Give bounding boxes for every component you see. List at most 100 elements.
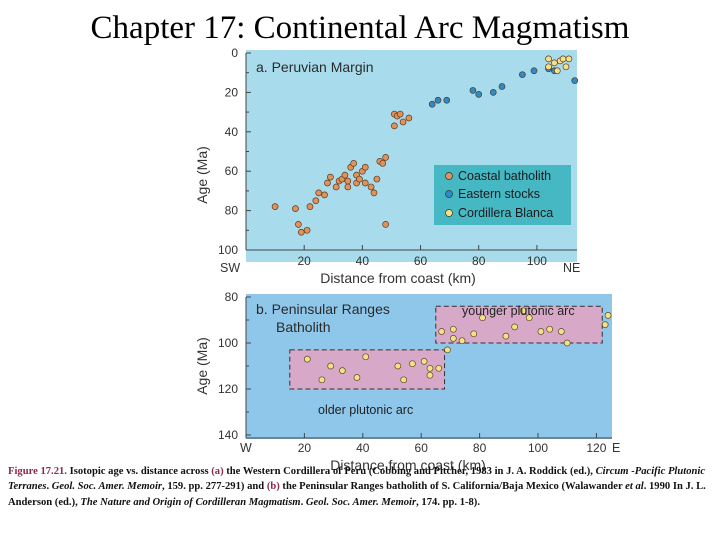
coastal-batholith-point xyxy=(396,110,404,118)
younger-arc-label: younger plutonic arc xyxy=(462,304,575,318)
peninsular-ranges-point xyxy=(409,360,416,368)
slide-title: Chapter 17: Continental Arc Magmatism xyxy=(90,10,630,46)
younger-arc-box xyxy=(435,305,603,344)
peninsular-ranges-point xyxy=(470,330,478,338)
coastal-batholith-point xyxy=(405,114,413,122)
panel-a-y-tick-label: 80 xyxy=(225,204,239,218)
eastern-stocks-point xyxy=(443,96,451,104)
coastal-batholith-point xyxy=(297,228,305,236)
legend-blanca-marker xyxy=(445,209,453,217)
peninsular-ranges-point xyxy=(479,314,486,322)
panel-b-x-tick-label: 120 xyxy=(586,441,606,455)
coastal-batholith-point xyxy=(306,203,314,211)
eastern-stocks-point xyxy=(519,71,526,79)
caption-part3: . xyxy=(46,481,52,493)
panel-a-y-tick-label: 60 xyxy=(225,164,239,178)
peninsular-ranges-point xyxy=(394,362,402,370)
legend-coastal-marker xyxy=(445,172,453,180)
peninsular-ranges-point xyxy=(435,364,443,372)
eastern-stocks-point xyxy=(498,83,506,90)
peninsular-ranges-point xyxy=(604,312,612,319)
panel-b-chart: 80 100 120 140 20 40 60 80 100 120 xyxy=(218,290,612,455)
peninsular-ranges-point xyxy=(449,335,457,342)
peninsular-ranges-point xyxy=(327,362,335,370)
panel-a-ne-label: NE xyxy=(563,261,580,275)
caption-part6: . 1990 In J. L. Anderson (ed.), xyxy=(8,481,706,508)
eastern-stocks-point xyxy=(434,96,442,104)
panel-a-x-tick-label: 20 xyxy=(298,254,312,268)
caption-part4: , 159. pp. 277-291) and xyxy=(162,481,267,493)
coastal-batholith-point xyxy=(361,163,369,171)
panel-a-legend-box xyxy=(434,165,571,225)
peninsular-ranges-point xyxy=(303,355,311,363)
eastern-stocks-point xyxy=(571,77,579,84)
peninsular-ranges-point xyxy=(318,376,326,384)
older-arc-label: older plutonic arc xyxy=(318,403,413,417)
panel-a-ylabel: Age (Ma) xyxy=(194,146,210,204)
eastern-stocks-point xyxy=(469,87,477,94)
panel-b-w-label: W xyxy=(240,441,252,455)
coastal-batholith-point xyxy=(344,183,352,191)
coastal-batholith-point xyxy=(295,221,302,228)
cordillera-blanca-point xyxy=(545,55,552,63)
panel-a-x-tick-label: 40 xyxy=(356,254,370,268)
coastal-batholith-point xyxy=(321,191,328,199)
caption-part2: the Western Cordillera of Peru (Cobbing … xyxy=(223,466,596,477)
peninsular-ranges-point xyxy=(458,337,466,345)
cordillera-blanca-point xyxy=(545,63,552,71)
panel-a-background xyxy=(246,50,577,262)
peninsular-ranges-point xyxy=(420,358,428,365)
panel-b-x-tick-label: 60 xyxy=(415,441,429,455)
panel-b-y-tick-label: 80 xyxy=(225,290,239,304)
coastal-batholith-point xyxy=(341,171,349,179)
coastal-batholith-point xyxy=(324,179,331,187)
cordillera-blanca-point xyxy=(551,59,558,67)
panel-a-y-tick-label: 40 xyxy=(225,125,239,139)
eastern-stocks-point xyxy=(489,89,497,96)
peninsular-ranges-point xyxy=(558,328,565,335)
caption-etal: et al xyxy=(625,481,644,493)
peninsular-ranges-point xyxy=(520,307,527,315)
panel-b-xlabel: Distance from coast (km) xyxy=(330,457,486,473)
legend-eastern-label: Eastern stocks xyxy=(458,187,540,201)
eastern-stocks-point xyxy=(530,67,538,75)
peninsular-ranges-point xyxy=(563,339,571,347)
panel-b-title-line1: b. Peninsular Ranges xyxy=(256,301,390,317)
panel-a-y-tick-label: 100 xyxy=(218,243,238,257)
peninsular-ranges-point xyxy=(546,325,554,333)
caption-book2: The Nature and Origin of Cordilleran Mag… xyxy=(80,496,301,508)
peninsular-ranges-point xyxy=(438,328,445,335)
panel-b-y-tick-label: 100 xyxy=(218,336,238,350)
legend-blanca-label: Cordillera Blanca xyxy=(458,206,553,220)
coastal-batholith-point xyxy=(367,183,375,191)
cordillera-blanca-point xyxy=(565,55,573,63)
panel-a-x-tick-label: 60 xyxy=(414,254,428,268)
peninsular-ranges-point xyxy=(362,353,370,361)
peninsular-ranges-point xyxy=(426,364,434,372)
peninsular-ranges-point xyxy=(353,374,361,381)
cordillera-blanca-point xyxy=(553,67,561,75)
coastal-batholith-point xyxy=(327,173,334,181)
coastal-batholith-point xyxy=(292,205,299,212)
caption-b-label: (b) xyxy=(266,481,280,493)
caption-book1: Circum -Pacific Plutonic Terranes xyxy=(8,466,706,493)
coastal-batholith-point xyxy=(370,189,378,197)
cordillera-blanca-point xyxy=(559,55,567,63)
panel-b-y-tick-label: 140 xyxy=(218,428,238,442)
figure-caption: Figure 17.21. Isotopic age vs. distance … xyxy=(8,464,716,510)
coastal-batholith-point xyxy=(312,197,320,205)
coastal-batholith-point xyxy=(303,226,311,234)
caption-figure-label: Figure 17.21. xyxy=(8,466,67,477)
panel-b-y-tick-label: 120 xyxy=(218,382,238,396)
panel-b-title-line2: Batholith xyxy=(276,319,330,335)
peninsular-ranges-point xyxy=(502,332,510,340)
panel-b-x-tick-label: 80 xyxy=(473,441,487,455)
peninsular-ranges-point xyxy=(339,367,346,374)
cordillera-blanca-point xyxy=(562,63,570,71)
coastal-batholith-point xyxy=(315,189,323,197)
peninsular-ranges-point xyxy=(444,346,451,354)
panel-a-y-tick-label: 20 xyxy=(225,85,239,99)
panel-b-x-tick-label: 100 xyxy=(528,441,548,455)
peninsular-ranges-point xyxy=(400,376,408,384)
